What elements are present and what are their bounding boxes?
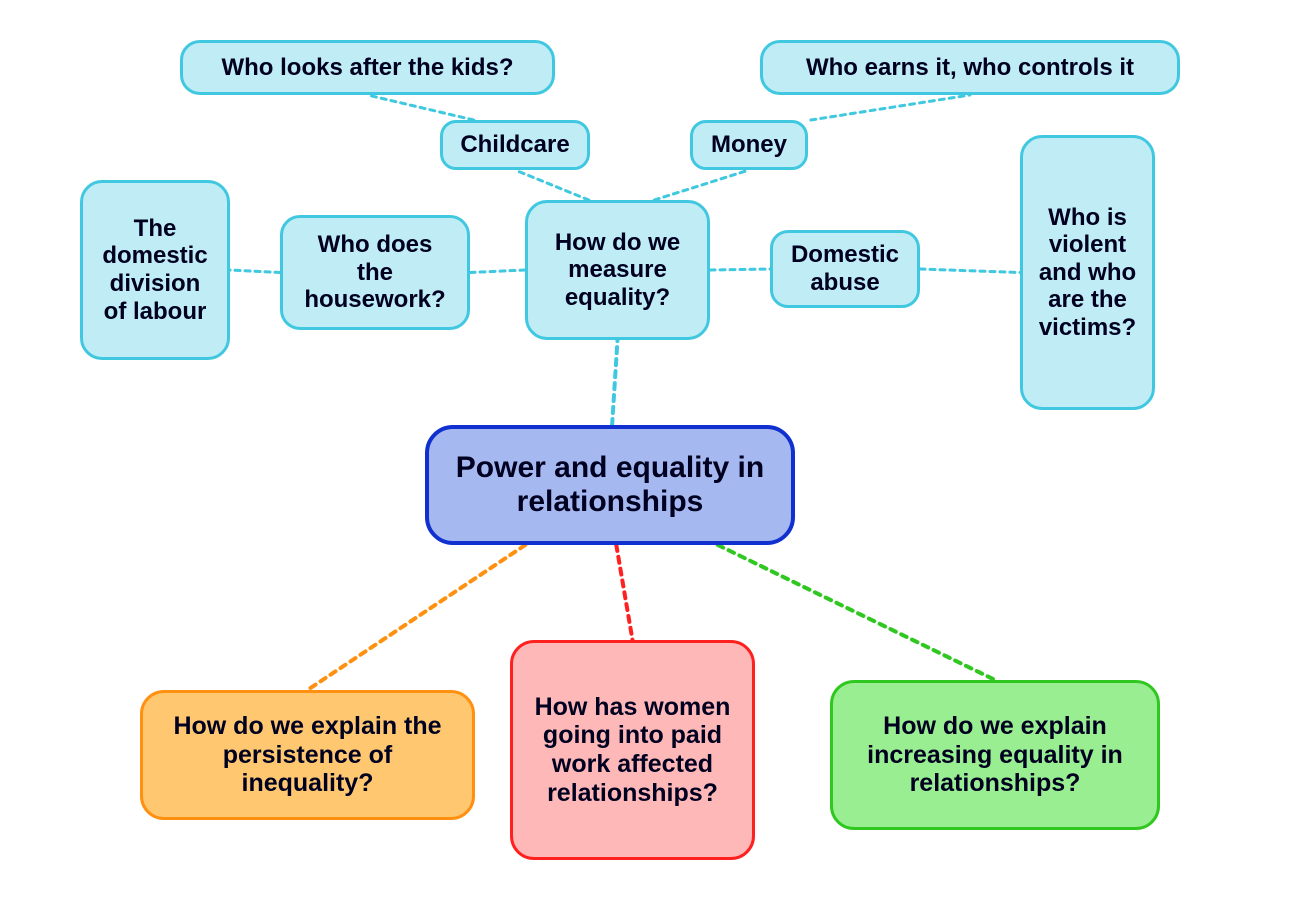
node-label: Who looks after the kids? bbox=[221, 54, 513, 82]
node-label: How do we explain increasing equality in… bbox=[847, 712, 1143, 798]
edge-root-to-increasing bbox=[718, 545, 995, 680]
node-increasing[interactable]: How do we explain increasing equality in… bbox=[830, 680, 1160, 830]
edge-root-to-inequality bbox=[308, 545, 526, 690]
node-root[interactable]: Power and equality in relationships bbox=[425, 425, 795, 545]
node-label: Who does the housework? bbox=[297, 231, 453, 314]
edge-childcare-to-kids bbox=[368, 95, 474, 120]
node-measure[interactable]: How do we measure equality? bbox=[525, 200, 710, 340]
node-abuse[interactable]: Domestic abuse bbox=[770, 230, 920, 308]
node-money[interactable]: Money bbox=[690, 120, 808, 170]
node-housework[interactable]: Who does the housework? bbox=[280, 215, 470, 330]
node-label: Who is violent and who are the victims? bbox=[1037, 204, 1138, 342]
node-label: Who earns it, who controls it bbox=[806, 54, 1134, 82]
edge-measure-to-abuse bbox=[710, 269, 770, 270]
mindmap-canvas: Power and equality in relationships How d… bbox=[0, 0, 1297, 914]
node-earns[interactable]: Who earns it, who controls it bbox=[760, 40, 1180, 95]
node-violent[interactable]: Who is violent and who are the victims? bbox=[1020, 135, 1155, 410]
node-label: How has women going into paid work affec… bbox=[527, 693, 738, 808]
edge-measure-to-childcare bbox=[515, 170, 589, 200]
node-childcare[interactable]: Childcare bbox=[440, 120, 590, 170]
node-label: How do we explain the persistence of ine… bbox=[157, 712, 458, 798]
node-label: The domestic division of labour bbox=[97, 215, 213, 325]
edge-root-to-paidwork bbox=[616, 545, 632, 640]
edge-housework-to-labour bbox=[230, 270, 280, 273]
node-kids[interactable]: Who looks after the kids? bbox=[180, 40, 555, 95]
node-inequality[interactable]: How do we explain the persistence of ine… bbox=[140, 690, 475, 820]
node-label: Money bbox=[711, 131, 787, 159]
node-label: Domestic abuse bbox=[787, 241, 903, 296]
node-labour[interactable]: The domestic division of labour bbox=[80, 180, 230, 360]
edge-money-to-earns bbox=[811, 95, 970, 120]
edge-root-to-measure bbox=[612, 340, 617, 425]
edge-measure-to-housework bbox=[470, 270, 525, 273]
node-label: Childcare bbox=[460, 131, 569, 159]
edge-measure-to-money bbox=[654, 170, 749, 200]
node-label: How do we measure equality? bbox=[542, 229, 693, 312]
node-label: Power and equality in relationships bbox=[443, 451, 777, 520]
edge-abuse-to-violent bbox=[920, 269, 1020, 273]
node-paidwork[interactable]: How has women going into paid work affec… bbox=[510, 640, 755, 860]
